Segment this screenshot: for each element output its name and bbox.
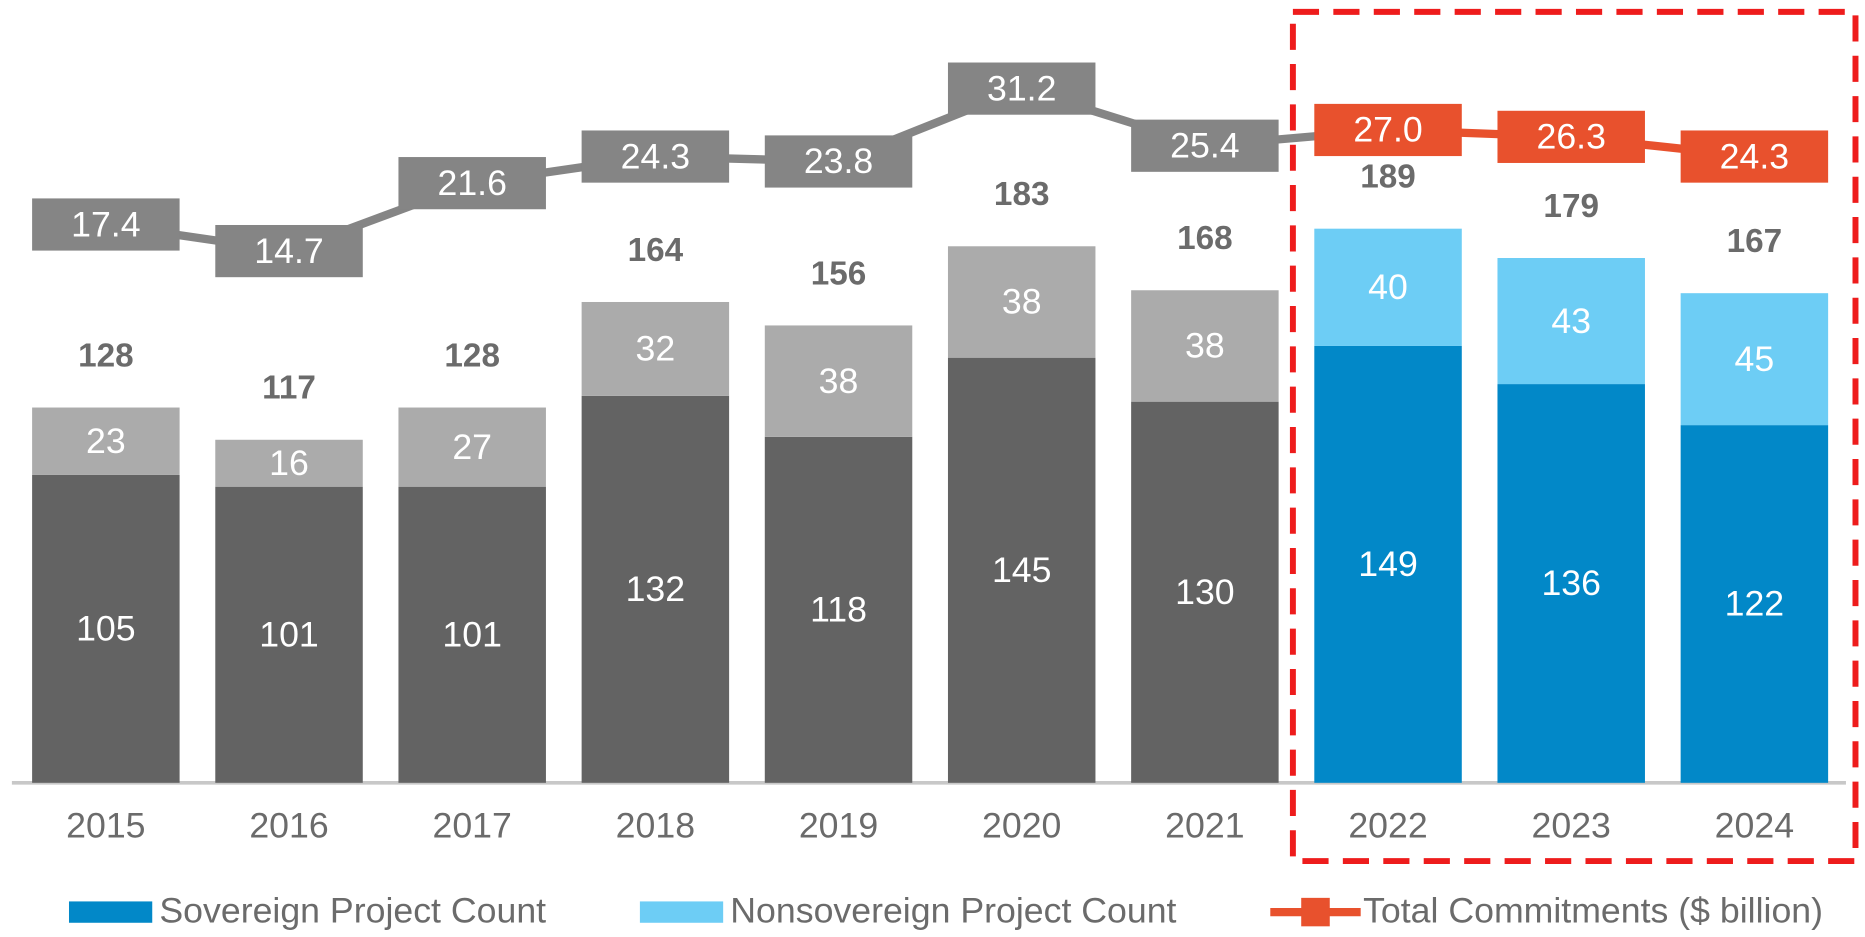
segment-label: 16 xyxy=(269,443,309,483)
bar-segment xyxy=(1680,425,1829,783)
x-tick-label: 2017 xyxy=(433,805,512,845)
line-value-label: 23.8 xyxy=(804,141,873,181)
bar-segment xyxy=(1497,258,1645,385)
line-marker xyxy=(1497,110,1645,163)
total-label: 117 xyxy=(262,370,316,407)
line-value-label: 17.4 xyxy=(71,204,140,244)
total-label: 179 xyxy=(1543,188,1599,225)
bar-segment xyxy=(398,486,546,783)
legend-label: Total Commitments ($ billion) xyxy=(1363,891,1823,931)
segment-label: 38 xyxy=(1002,282,1042,322)
total-label: 183 xyxy=(994,176,1050,213)
segment-label: 132 xyxy=(626,569,686,609)
line-marker xyxy=(1680,130,1829,183)
segment-label: 43 xyxy=(1551,301,1591,341)
x-tick-label: 2018 xyxy=(616,805,695,845)
total-label: 128 xyxy=(444,338,500,375)
x-tick-label: 2022 xyxy=(1348,805,1427,845)
segment-label: 136 xyxy=(1541,563,1601,603)
segment-label: 118 xyxy=(810,590,867,630)
total-label: 156 xyxy=(811,255,867,292)
bar-segment xyxy=(1497,384,1645,783)
segment-label: 40 xyxy=(1368,267,1408,307)
bar-segment xyxy=(1131,401,1279,783)
line-value-label: 25.4 xyxy=(1170,126,1239,166)
line-value-label: 24.3 xyxy=(1720,136,1789,176)
bar-segment xyxy=(215,439,363,487)
segment-label: 27 xyxy=(452,427,492,467)
line-marker xyxy=(32,198,180,251)
line-marker xyxy=(215,224,363,278)
total-label: 189 xyxy=(1360,159,1416,196)
segment-label: 145 xyxy=(992,550,1052,590)
total-label: 164 xyxy=(628,232,684,269)
line-marker xyxy=(1131,119,1279,172)
bar-segment xyxy=(32,407,180,475)
segment-label: 105 xyxy=(76,609,136,649)
segment-label: 101 xyxy=(442,615,502,655)
bar-segment xyxy=(764,436,913,783)
segment-label: 38 xyxy=(819,361,859,401)
bar-segment xyxy=(1314,345,1462,783)
bar-segment xyxy=(32,474,180,783)
line-value-label: 21.6 xyxy=(437,163,506,203)
legend-label: Sovereign Project Count xyxy=(159,891,546,931)
line-value-label: 31.2 xyxy=(987,68,1056,108)
x-tick-label: 2023 xyxy=(1532,805,1611,845)
line-marker xyxy=(947,62,1096,115)
segment-label: 122 xyxy=(1725,584,1785,624)
segment-label: 23 xyxy=(86,421,126,461)
x-tick-label: 2024 xyxy=(1715,805,1794,845)
bar-segment xyxy=(398,407,546,487)
bar-segment xyxy=(581,395,730,783)
total-label: 168 xyxy=(1177,220,1233,257)
segment-label: 32 xyxy=(636,329,676,369)
x-tick-label: 2020 xyxy=(982,805,1061,845)
line-marker xyxy=(581,130,730,183)
x-tick-label: 2016 xyxy=(249,805,328,845)
bar-segment xyxy=(215,486,363,783)
bar-segment xyxy=(947,246,1096,358)
x-tick-label: 2015 xyxy=(66,805,145,845)
total-label: 167 xyxy=(1727,223,1783,260)
legend-swatch xyxy=(68,901,153,923)
line-marker xyxy=(1314,103,1462,157)
line-value-label: 27.0 xyxy=(1353,110,1422,150)
line-value-label: 24.3 xyxy=(621,136,690,176)
legend-marker xyxy=(1301,897,1330,927)
x-tick-label: 2021 xyxy=(1165,805,1244,845)
bar-segment xyxy=(764,325,913,437)
bar-segment xyxy=(1680,293,1829,426)
x-tick-label: 2019 xyxy=(799,805,878,845)
bar-segment xyxy=(1131,290,1279,402)
line-marker xyxy=(398,157,546,210)
bar-segment xyxy=(1314,228,1462,346)
segment-label: 149 xyxy=(1358,544,1418,584)
line-value-label: 26.3 xyxy=(1536,117,1605,157)
legend-swatch xyxy=(639,901,724,923)
total-label: 128 xyxy=(78,338,134,375)
bar-segment xyxy=(581,301,730,396)
segment-label: 101 xyxy=(259,615,319,655)
bar-segment xyxy=(947,357,1096,783)
highlight-box xyxy=(1289,8,1859,865)
line-value-label: 14.7 xyxy=(254,231,323,271)
segment-label: 130 xyxy=(1175,572,1235,612)
legend-label: Nonsovereign Project Count xyxy=(730,891,1176,931)
segment-label: 38 xyxy=(1185,326,1225,366)
line-marker xyxy=(764,135,913,188)
segment-label: 45 xyxy=(1735,339,1775,379)
